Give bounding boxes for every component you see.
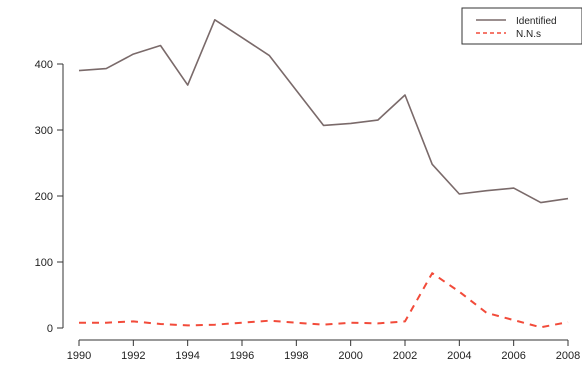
- data-point-n-n-s-1996: [241, 321, 244, 324]
- data-point-n-n-s-1990: [78, 321, 81, 324]
- data-point-identified-1993: [159, 44, 162, 47]
- data-point-n-n-s-1997: [268, 319, 271, 322]
- x-tick-label-1990: 1990: [67, 350, 91, 362]
- series-line-n-n-s: [79, 272, 569, 329]
- x-tick-label-2004: 2004: [447, 350, 471, 362]
- y-tick-label-100: 100: [35, 257, 53, 269]
- data-point-n-n-s-2000: [349, 321, 352, 324]
- data-point-identified-1994: [186, 84, 189, 87]
- data-point-n-n-s-2004: [458, 290, 461, 293]
- data-point-n-n-s-1995: [213, 323, 216, 326]
- x-tick-label-1992: 1992: [121, 350, 145, 362]
- data-point-n-n-s-2002: [404, 320, 407, 323]
- x-tick-label-1994: 1994: [175, 350, 199, 362]
- data-point-n-n-s-2006: [512, 319, 515, 322]
- y-tick-label-0: 0: [47, 323, 53, 335]
- x-tick-label-2002: 2002: [393, 350, 417, 362]
- data-point-n-n-s-1994: [186, 324, 189, 327]
- data-point-identified-2006: [512, 187, 515, 190]
- data-point-n-n-s-1992: [132, 320, 135, 323]
- data-point-identified-2003: [431, 163, 434, 166]
- data-point-identified-2001: [376, 119, 379, 122]
- data-point-identified-2002: [404, 94, 407, 97]
- data-point-identified-1996: [241, 36, 244, 39]
- axes-layer: 0 100 200 300 400 1990 1992 1994 1996 1998 2000 200…: [35, 59, 581, 362]
- data-point-identified-2007: [539, 201, 542, 204]
- data-point-identified-2005: [485, 189, 488, 192]
- data-point-identified-1997: [268, 54, 271, 57]
- data-point-n-n-s-2005: [485, 311, 488, 314]
- data-point-n-n-s-2007: [539, 326, 542, 329]
- data-point-n-n-s-2008: [567, 321, 570, 324]
- x-tick-label-1998: 1998: [284, 350, 308, 362]
- data-point-n-n-s-2001: [376, 322, 379, 325]
- data-point-n-n-s-1999: [322, 323, 325, 326]
- data-point-identified-1995: [213, 18, 216, 21]
- x-tick-label-2006: 2006: [501, 350, 525, 362]
- data-point-identified-1998: [295, 89, 298, 92]
- data-point-n-n-s-1998: [295, 321, 298, 324]
- series-layer: [78, 18, 570, 329]
- data-point-identified-1991: [105, 67, 108, 70]
- data-point-identified-1992: [132, 53, 135, 56]
- data-point-identified-2008: [567, 197, 570, 200]
- x-tick-label-2000: 2000: [338, 350, 362, 362]
- legend-box: [461, 7, 582, 45]
- data-point-identified-1990: [78, 69, 81, 72]
- y-tick-label-400: 400: [35, 59, 53, 71]
- data-point-n-n-s-1991: [105, 321, 108, 324]
- legend-label-identified: Identified: [516, 16, 557, 27]
- y-tick-label-300: 300: [35, 125, 53, 137]
- legend-label-n-n-s: N.N.s: [516, 29, 541, 40]
- data-point-identified-2004: [458, 193, 461, 196]
- data-point-identified-1999: [322, 124, 325, 127]
- x-tick-label-2008: 2008: [556, 350, 580, 362]
- series-line-identified: [78, 18, 569, 204]
- data-point-identified-2000: [349, 122, 352, 125]
- data-point-n-n-s-2003: [431, 272, 434, 275]
- y-tick-label-200: 200: [35, 191, 53, 203]
- legend: Identified N.N.s: [461, 7, 582, 45]
- data-point-n-n-s-1993: [159, 323, 162, 326]
- x-tick-label-1996: 1996: [230, 350, 254, 362]
